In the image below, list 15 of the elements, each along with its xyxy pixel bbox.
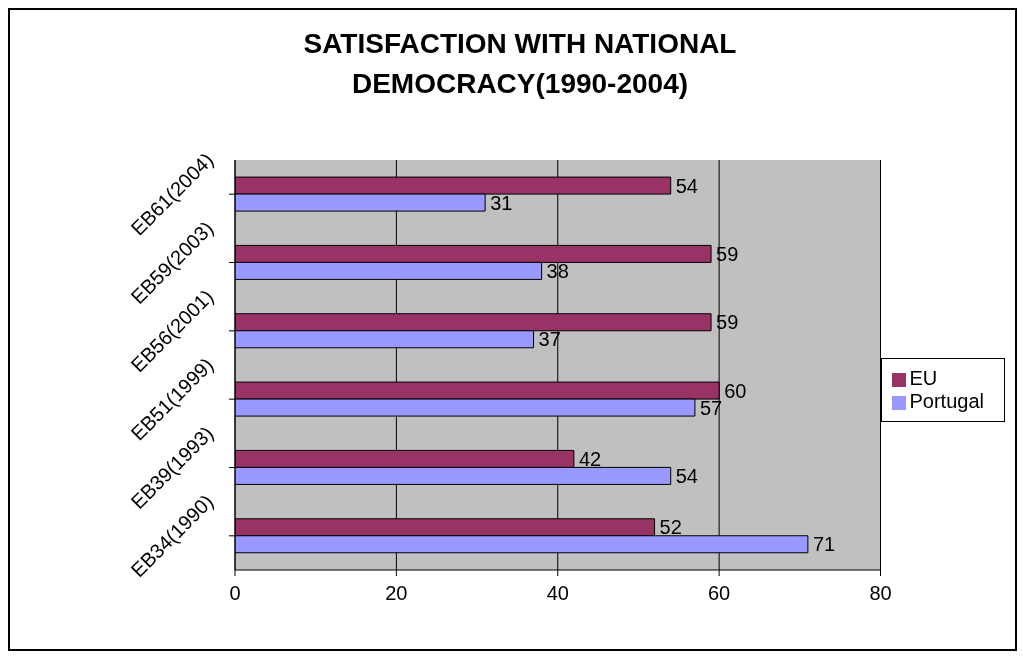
x-tick-label: 80 — [869, 582, 892, 605]
x-tick-label: 0 — [229, 582, 241, 605]
data-label: 54 — [675, 465, 698, 488]
data-label: 54 — [675, 174, 698, 197]
x-tick-label: 20 — [385, 582, 408, 605]
data-label: 31 — [490, 191, 513, 214]
legend-label: Portugal — [909, 390, 984, 412]
data-label: 71 — [812, 533, 836, 556]
data-label: 42 — [578, 448, 602, 471]
x-tick-label: 40 — [546, 582, 569, 605]
data-label: 60 — [724, 379, 747, 402]
data-label: 52 — [659, 516, 682, 539]
chart-title: SATISFACTION WITH NATIONAL DEMOCRACY(1990-2004) — [302, 27, 738, 101]
x-tick-label: 60 — [708, 582, 731, 605]
legend-label: EU — [909, 367, 938, 389]
